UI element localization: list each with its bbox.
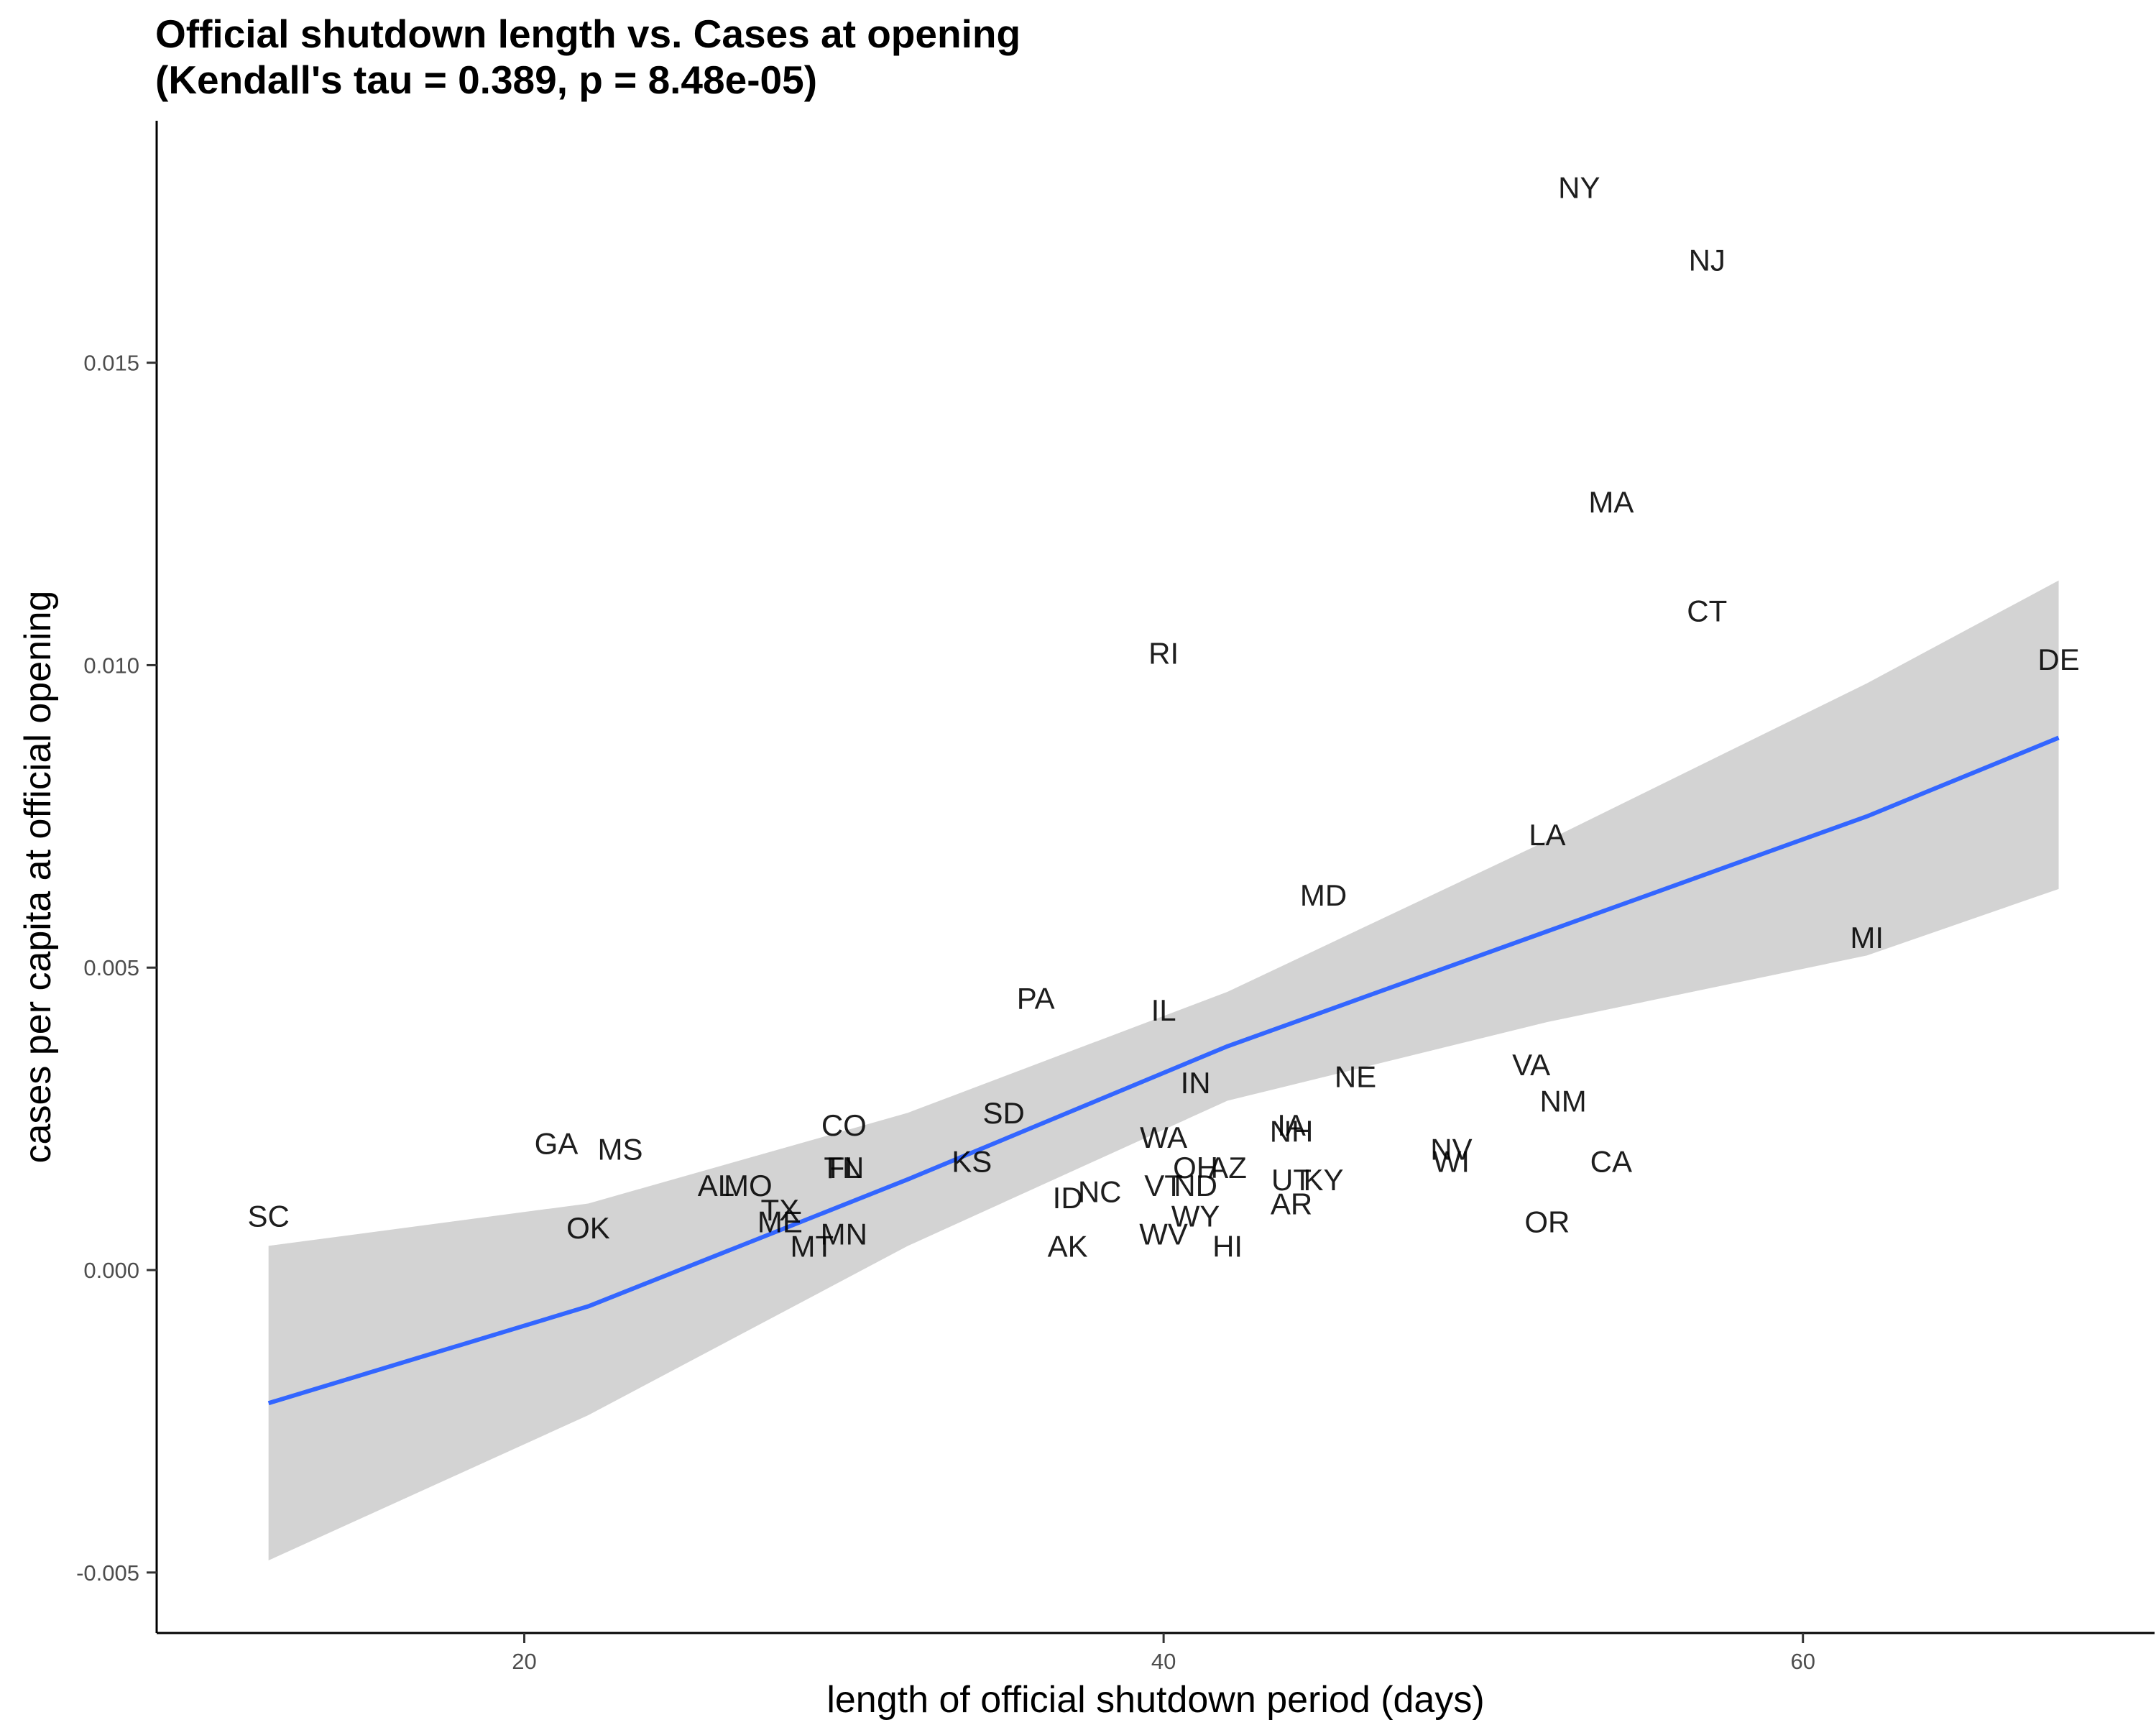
point-label-nj: NJ xyxy=(1689,244,1726,277)
point-label-wa: WA xyxy=(1140,1121,1187,1154)
point-label-ny: NY xyxy=(1558,171,1600,205)
point-label-tn: TN xyxy=(824,1151,864,1184)
chart-subtitle: (Kendall's tau = 0.389, p = 8.48e-05) xyxy=(155,58,817,102)
x-axis-title: length of official shutdown period (days… xyxy=(826,1679,1484,1721)
point-label-ar: AR xyxy=(1271,1187,1312,1220)
point-label-fl: FL xyxy=(826,1151,862,1184)
fit-line-layer xyxy=(267,735,2060,1406)
point-label-ma: MA xyxy=(1588,485,1634,519)
point-label-ne: NE xyxy=(1335,1060,1376,1094)
point-label-id: ID xyxy=(1053,1181,1083,1215)
point-label-hi: HI xyxy=(1212,1229,1243,1263)
y-tick-label: 0.000 xyxy=(83,1258,139,1283)
confidence-band xyxy=(268,580,2059,1561)
point-label-wy: WY xyxy=(1171,1199,1220,1233)
x-tick-label: 20 xyxy=(512,1649,536,1674)
y-tick-label: -0.005 xyxy=(76,1560,139,1586)
point-label-la: LA xyxy=(1529,818,1565,852)
point-label-me: ME xyxy=(757,1205,803,1239)
point-label-mi: MI xyxy=(1850,921,1884,954)
point-label-wv: WV xyxy=(1139,1218,1188,1251)
y-tick-label: 0.015 xyxy=(83,351,139,376)
point-label-wi: WI xyxy=(1433,1145,1470,1179)
point-label-ca: CA xyxy=(1590,1145,1632,1179)
x-tick-label: 60 xyxy=(1790,1649,1815,1674)
x-tick-label: 40 xyxy=(1151,1649,1176,1674)
y-tick-label: 0.010 xyxy=(83,653,139,678)
y-tick-label: 0.005 xyxy=(83,955,139,980)
confidence-band-layer xyxy=(268,580,2059,1561)
point-label-de: DE xyxy=(2037,643,2079,676)
point-label-al: AL xyxy=(698,1169,734,1202)
point-label-nd: ND xyxy=(1174,1169,1217,1202)
point-label-ky: KY xyxy=(1304,1163,1344,1197)
point-label-ut: UT xyxy=(1271,1163,1312,1197)
point-label-ks: KS xyxy=(952,1145,992,1179)
chart-title: Official shutdown length vs. Cases at op… xyxy=(155,12,1021,56)
point-label-in: IN xyxy=(1181,1066,1211,1100)
point-label-tx: TX xyxy=(761,1193,800,1227)
point-label-az: AZ xyxy=(1208,1151,1247,1184)
point-label-ms: MS xyxy=(597,1133,642,1167)
point-label-mt: MT xyxy=(791,1229,834,1263)
point-label-vt: VT xyxy=(1144,1169,1183,1202)
point-label-va: VA xyxy=(1512,1048,1550,1082)
y-ticks-layer: -0.005 0.000 0.005 0.010 0.015 xyxy=(76,351,157,1586)
point-label-nv: NV xyxy=(1430,1133,1472,1167)
point-label-nh: NH xyxy=(1270,1114,1314,1148)
point-label-oh: OH xyxy=(1173,1151,1218,1184)
fit-line xyxy=(267,735,2060,1406)
point-label-ct: CT xyxy=(1687,594,1727,628)
point-label-md: MD xyxy=(1300,878,1347,912)
point-label-co: CO xyxy=(821,1108,867,1142)
point-label-sc: SC xyxy=(248,1199,290,1233)
point-label-mo: MO xyxy=(724,1169,773,1202)
point-label-sd: SD xyxy=(983,1096,1025,1130)
point-label-nm: NM xyxy=(1539,1084,1586,1118)
y-axis-title: cases per capita at official opening xyxy=(17,591,59,1164)
point-label-ga: GA xyxy=(535,1126,579,1160)
point-label-ok: OK xyxy=(566,1211,610,1245)
point-label-or: OR xyxy=(1524,1205,1570,1239)
point-label-nc: NC xyxy=(1078,1175,1122,1209)
point-label-ak: AK xyxy=(1048,1229,1088,1263)
x-ticks-layer: 20 40 60 xyxy=(512,1633,1815,1674)
point-label-ri: RI xyxy=(1148,637,1179,671)
point-label-mn: MN xyxy=(821,1218,867,1251)
point-label-pa: PA xyxy=(1017,981,1055,1015)
point-label-il: IL xyxy=(1151,993,1176,1027)
point-label-ia: IA xyxy=(1277,1108,1306,1142)
